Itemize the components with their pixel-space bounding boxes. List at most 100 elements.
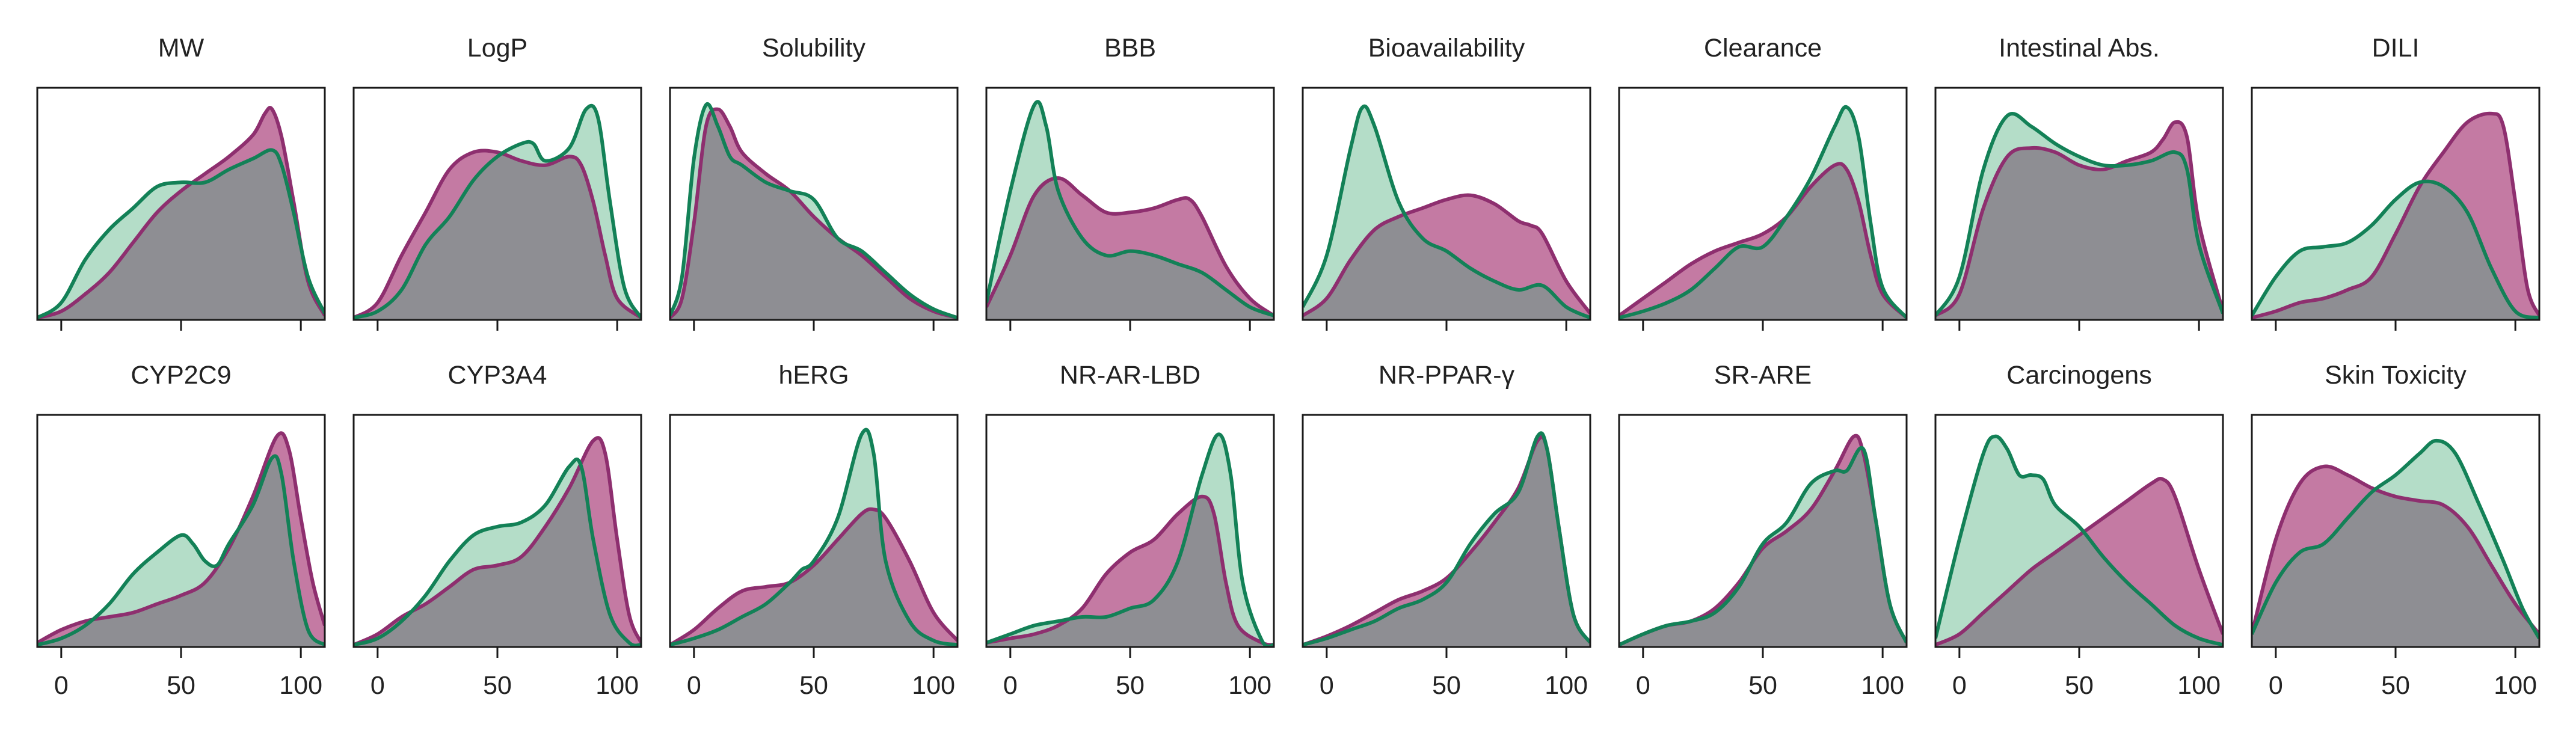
panel-title: MW	[158, 34, 204, 63]
x-tick-label: 50	[483, 671, 512, 700]
plot-area	[2252, 438, 2539, 647]
panel-7: Intestinal Abs.	[1934, 34, 2224, 331]
series-b-line	[1619, 105, 1907, 320]
series-b-line	[1619, 446, 1907, 647]
series-b-line	[1935, 434, 2223, 647]
plot-area	[1303, 104, 1590, 320]
series-b-line	[37, 454, 325, 647]
panel-1: MW	[36, 34, 326, 331]
plot-area	[670, 102, 958, 320]
series-a-line	[1935, 476, 2223, 647]
series-b-line	[2252, 179, 2539, 320]
series-a-line	[670, 507, 958, 646]
series-a-line	[37, 106, 325, 320]
panel-14: SR-ARE 0 50 100	[1618, 361, 1908, 700]
panel-4: BBB	[985, 34, 1275, 331]
panel-11: hERG 0 50 100	[669, 361, 959, 700]
panel-12: NR-AR-LBD 0 50 100	[985, 361, 1275, 700]
series-b-line	[354, 458, 641, 647]
panel-title: LogP	[467, 34, 527, 63]
series-a-line	[670, 107, 958, 320]
panel-title: NR-PPAR-γ	[1379, 361, 1515, 390]
series-b-line	[670, 428, 958, 647]
panel-title: Skin Toxicity	[2325, 361, 2467, 390]
plot-area	[2252, 111, 2539, 320]
plot-area	[986, 432, 1274, 647]
x-tick-label: 0	[1636, 671, 1650, 700]
plot-area	[1935, 112, 2223, 320]
x-tick-label: 100	[279, 671, 322, 700]
plot-area	[354, 436, 641, 647]
x-tick-label: 0	[1952, 671, 1967, 700]
x-tick-label: 50	[167, 671, 195, 700]
x-tick-label: 50	[1748, 671, 1777, 700]
panel-16: Skin Toxicity 0 50 100	[2251, 361, 2541, 700]
panel-15: Carcinogens 0 50 100	[1934, 361, 2224, 700]
series-b-line	[2252, 438, 2539, 640]
x-tick-label: 100	[595, 671, 639, 700]
overlap-area	[354, 150, 641, 320]
panel-2: LogP	[352, 34, 642, 331]
x-tick-label: 0	[1003, 671, 1018, 700]
x-tick-label: 100	[1228, 671, 1271, 700]
series-b-line	[37, 148, 325, 320]
overlap-area	[986, 178, 1274, 320]
series-a-line	[2252, 111, 2539, 320]
panel-title: Solubility	[762, 34, 866, 63]
overlap-area	[1303, 437, 1590, 647]
panel-title: SR-ARE	[1714, 361, 1812, 390]
x-tick-label: 0	[370, 671, 385, 700]
series-b-line	[986, 100, 1274, 317]
overlap-area	[1303, 195, 1590, 320]
panel-5: Bioavailability	[1302, 34, 1591, 331]
plot-area	[37, 431, 325, 647]
x-tick-label: 100	[2494, 671, 2537, 700]
panel-title: Intestinal Abs.	[1999, 34, 2160, 63]
series-b-line	[1303, 104, 1590, 320]
plot-area	[1303, 431, 1590, 647]
overlap-area	[37, 150, 325, 320]
x-tick-label: 50	[1432, 671, 1461, 700]
series-a-line	[986, 176, 1274, 317]
series-b-line	[670, 102, 958, 320]
series-a-line	[1935, 120, 2223, 317]
panel-title: DILI	[2372, 34, 2420, 63]
series-b-line	[986, 432, 1274, 647]
panel-title: CYP2C9	[131, 361, 231, 390]
x-tick-label: 0	[54, 671, 69, 700]
x-tick-label: 50	[799, 671, 828, 700]
panel-title: Carcinogens	[2006, 361, 2151, 390]
panel-3: Solubility	[669, 34, 959, 331]
plot-area	[1935, 434, 2223, 647]
panel-8: DILI	[2251, 34, 2541, 331]
series-a-line	[354, 149, 641, 320]
panel-title: BBB	[1104, 34, 1156, 63]
series-a-line	[986, 494, 1274, 647]
plot-area	[37, 106, 325, 320]
panel-title: NR-AR-LBD	[1060, 361, 1200, 390]
x-tick-label: 0	[687, 671, 701, 700]
x-tick-label: 0	[2269, 671, 2283, 700]
overlap-area	[1619, 164, 1907, 320]
series-b-line	[1303, 431, 1590, 647]
panel-title: Bioavailability	[1368, 34, 1525, 63]
panel-9: CYP2C9 0 50 100	[36, 361, 326, 700]
x-tick-label: 100	[2177, 671, 2221, 700]
overlap-area	[670, 509, 958, 647]
series-b-line	[354, 103, 641, 320]
plot-area	[986, 100, 1274, 320]
x-tick-label: 0	[1320, 671, 1334, 700]
panel-title: CYP3A4	[448, 361, 547, 390]
x-tick-label: 50	[2381, 671, 2410, 700]
plot-area	[670, 428, 958, 647]
plot-area	[1619, 434, 1907, 647]
x-tick-label: 100	[1861, 671, 1904, 700]
panel-title: Clearance	[1704, 34, 1822, 63]
x-tick-label: 100	[1545, 671, 1588, 700]
overlap-area	[986, 496, 1274, 647]
x-tick-label: 50	[1116, 671, 1145, 700]
series-a-line	[1303, 193, 1590, 317]
panel-13: NR-PPAR-γ 0 50 100	[1302, 361, 1591, 700]
series-a-line	[2252, 464, 2539, 636]
